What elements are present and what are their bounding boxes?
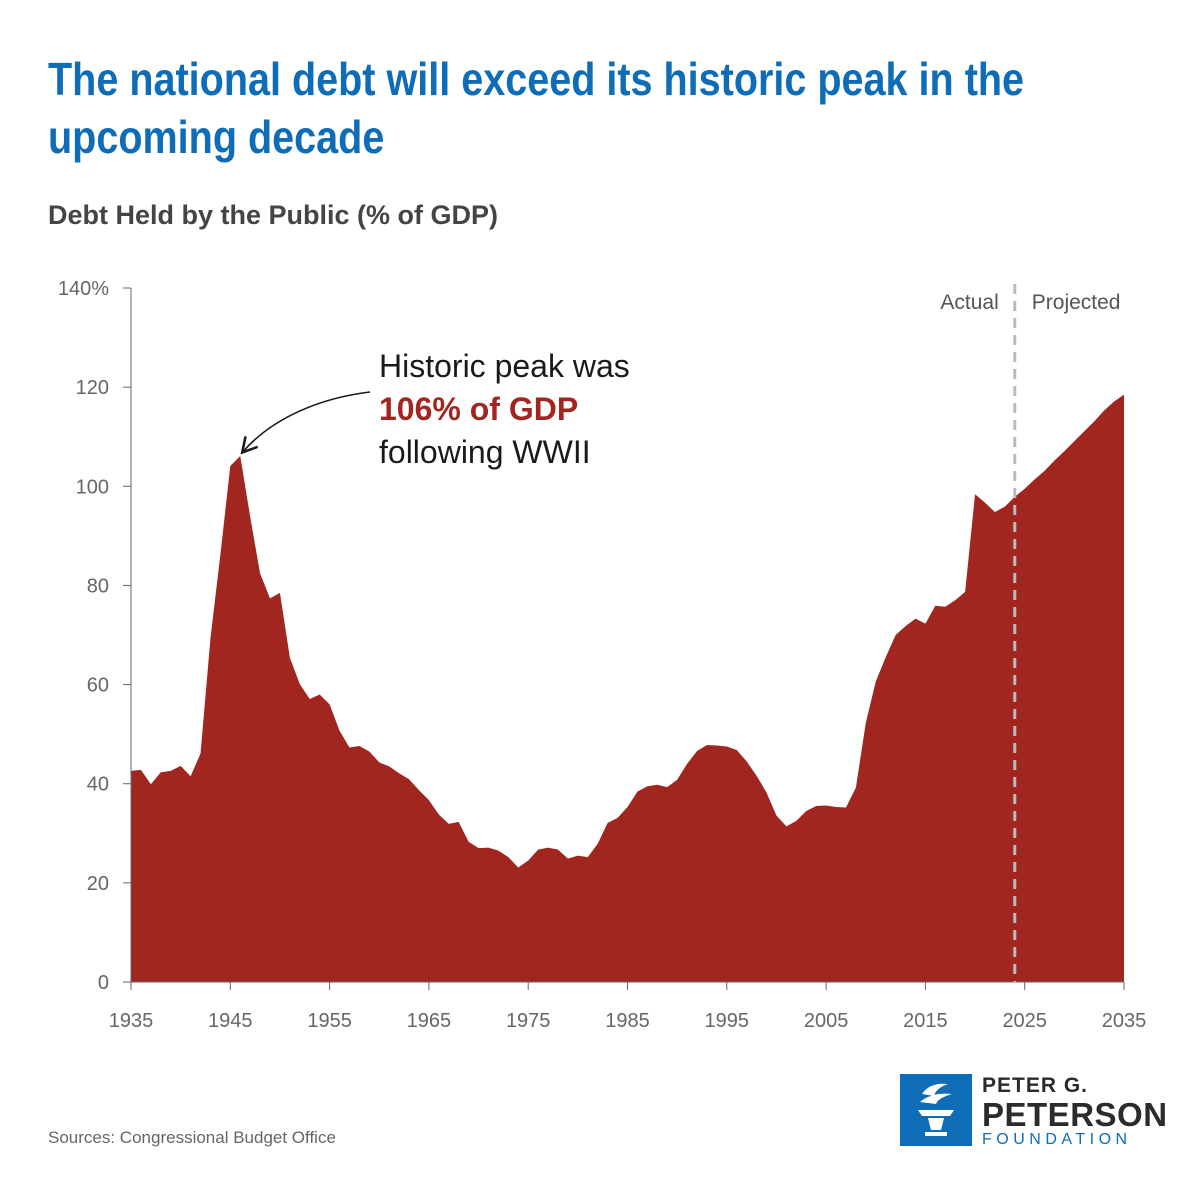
- x-tick-label: 1975: [506, 1010, 551, 1032]
- annotation-line-2: 106% of GDP: [379, 391, 578, 427]
- torch-icon: [900, 1074, 972, 1146]
- peterson-foundation-logo: PETER G. PETERSON FOUNDATION: [900, 1074, 1167, 1150]
- x-tick-label: 1995: [705, 1010, 750, 1032]
- y-tick-label: 140%: [58, 278, 109, 300]
- annotation-line-1: Historic peak was: [379, 348, 630, 384]
- annotation-line-3: following WWII: [379, 434, 591, 470]
- x-tick-label: 1935: [109, 1010, 154, 1032]
- chart-title: The national debt will exceed its histor…: [48, 53, 1025, 163]
- y-tick-label: 80: [87, 575, 109, 597]
- y-tick-label: 100: [76, 476, 109, 498]
- debt-area-chart: 0 20 40 60 80 100 120 140% 1935 1945 1955 1965 1975…: [58, 278, 1147, 1032]
- x-tick-label: 1985: [605, 1010, 650, 1032]
- y-tick-label: 40: [87, 774, 109, 796]
- x-axis: 1935 1945 1955 1965 1975 1985 1995 2005 2015 2025…: [109, 981, 1147, 1032]
- x-tick-label: 1965: [407, 1010, 452, 1032]
- source-note: Sources: Congressional Budget Office: [48, 1128, 336, 1147]
- y-axis: 0 20 40 60 80 100 120 140%: [58, 278, 132, 994]
- chart-subtitle: Debt Held by the Public (% of GDP): [48, 200, 499, 230]
- actual-label: Actual: [940, 291, 998, 314]
- x-tick-label: 2005: [804, 1010, 849, 1032]
- y-tick-label: 60: [87, 675, 109, 697]
- annotation-arrow: [240, 391, 371, 455]
- x-tick-label: 2035: [1102, 1010, 1147, 1032]
- logo-text-line-3: FOUNDATION: [982, 1131, 1132, 1148]
- x-tick-label: 1955: [307, 1010, 352, 1032]
- logo-text-line-1: PETER G.: [982, 1074, 1089, 1097]
- y-tick-label: 0: [98, 972, 109, 994]
- y-tick-label: 120: [76, 377, 109, 399]
- x-tick-label: 2015: [903, 1010, 948, 1032]
- projected-label: Projected: [1032, 291, 1121, 314]
- y-tick-label: 20: [87, 873, 109, 895]
- x-tick-label: 1945: [208, 1010, 253, 1032]
- debt-area: [131, 394, 1124, 983]
- logo-text-line-2: PETERSON: [982, 1096, 1168, 1133]
- x-tick-label: 2025: [1002, 1010, 1047, 1032]
